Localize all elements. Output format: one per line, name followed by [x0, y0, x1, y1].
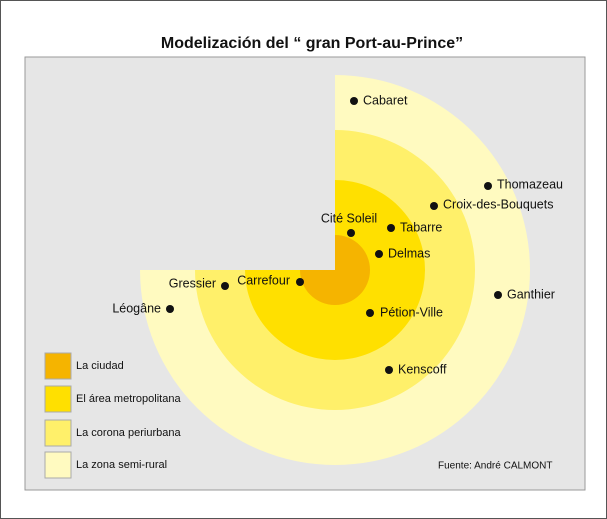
source: Fuente: André CALMONT	[438, 461, 553, 472]
place-label: Thomazeau	[497, 177, 563, 191]
place-dot	[387, 224, 395, 232]
place-label: Cabaret	[363, 93, 408, 107]
legend-swatch	[44, 419, 72, 447]
place-dot	[430, 202, 438, 210]
place-label: Croix-des-Bouquets	[443, 197, 553, 211]
place-dot	[221, 282, 229, 290]
place-dot	[494, 291, 502, 299]
place-label: Léogâne	[112, 301, 161, 315]
legend-label: El área metropolitana	[76, 393, 181, 405]
place-dot	[296, 278, 304, 286]
place-label: Ganthier	[507, 287, 555, 301]
place-dot	[375, 250, 383, 258]
zone-city	[300, 235, 370, 305]
title: Modelización del “ gran Port-au-Prince”	[161, 35, 463, 52]
place-dot	[350, 97, 358, 105]
place-dot	[385, 366, 393, 374]
place-label: Pétion-Ville	[380, 305, 443, 319]
legend-label: La ciudad	[76, 360, 124, 372]
place-label: Cité Soleil	[321, 211, 377, 225]
place-dot	[484, 182, 492, 190]
legend-swatch	[44, 451, 72, 479]
legend-label: La corona periurbana	[76, 427, 181, 439]
place-label: Carrefour	[237, 273, 290, 287]
place-label: Delmas	[388, 246, 430, 260]
place-dot	[166, 305, 174, 313]
place-label: Gressier	[169, 276, 216, 290]
legend-swatch	[44, 352, 72, 380]
legend-swatch	[44, 385, 72, 413]
legend-label: La zona semi-rural	[76, 459, 167, 471]
place-dot	[366, 309, 374, 317]
place-label: Tabarre	[400, 220, 442, 234]
legend: La ciudad El área metropolitana La coron…	[44, 352, 181, 479]
place-label: Kenscoff	[398, 362, 447, 376]
place-dot	[347, 229, 355, 237]
